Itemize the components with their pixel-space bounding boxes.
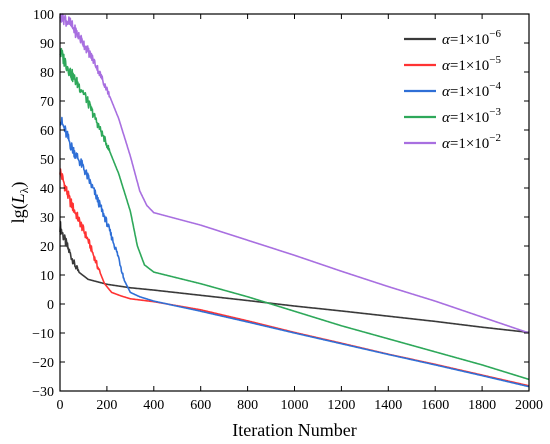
y-axis-title-base: lg( [8, 203, 29, 223]
x-axis-title: Iteration Number [232, 420, 356, 440]
legend-eq: =1×10 [450, 136, 489, 152]
legend-entry: α=1×10−4 [442, 80, 502, 100]
y-tick-label: −30 [32, 385, 54, 400]
x-tick-label: 1000 [281, 398, 309, 413]
series-line [59, 47, 530, 381]
legend-var: α [442, 136, 451, 152]
legend-eq: =1×10 [450, 58, 489, 74]
x-tick-label: 1800 [468, 398, 496, 413]
legend-eq: =1×10 [450, 84, 489, 100]
legend: α=1×10−6α=1×10−5α=1×10−4α=1×10−3α=1×10−2 [404, 28, 502, 152]
x-tick-label: 0 [57, 398, 64, 413]
legend-eq: =1×10 [450, 32, 489, 48]
legend-exp: −3 [489, 106, 501, 118]
x-tick-label: 200 [96, 398, 117, 413]
y-tick-label: 60 [40, 124, 54, 139]
legend-var: α [442, 32, 451, 48]
series-layer [59, 13, 530, 388]
series-line [59, 168, 530, 387]
x-tick-label: 1400 [374, 398, 402, 413]
legend-var: α [442, 84, 451, 100]
y-axis-title-sub: λ [17, 187, 31, 193]
legend-var: α [442, 58, 451, 74]
legend-entry: α=1×10−3 [442, 106, 502, 126]
y-tick-label: 0 [47, 298, 54, 313]
legend-entry: α=1×10−6 [442, 28, 502, 48]
y-axis-title: lg(Lλ) [8, 182, 31, 224]
y-axis-title-var: L [8, 193, 28, 204]
y-tick-label: 80 [40, 66, 54, 81]
legend-exp: −2 [489, 132, 501, 144]
legend-exp: −5 [489, 54, 501, 66]
y-tick-label: 20 [40, 240, 54, 255]
x-tick-label: 1200 [327, 398, 355, 413]
y-tick-label: 100 [33, 8, 54, 23]
y-axis-title-close: ) [8, 182, 29, 188]
x-tick-label: 600 [190, 398, 211, 413]
series-line [59, 116, 530, 388]
legend-var: α [442, 110, 451, 126]
legend-exp: −6 [489, 28, 501, 40]
legend-eq: =1×10 [450, 110, 489, 126]
ticks-layer: 0 200 400 600 800 1000 1200 1400 1600 1800 2000−30… [32, 8, 543, 413]
y-tick-label: 40 [40, 182, 54, 197]
legend-entry: α=1×10−2 [442, 132, 501, 152]
x-tick-label: 2000 [515, 398, 543, 413]
series-line [59, 13, 530, 334]
legend-entry: α=1×10−5 [442, 54, 502, 74]
legend-exp: −4 [489, 80, 501, 92]
y-tick-label: 70 [40, 95, 54, 110]
x-tick-label: 400 [143, 398, 164, 413]
y-tick-label: 90 [40, 37, 54, 52]
y-tick-label: 30 [40, 211, 54, 226]
y-tick-label: 10 [40, 269, 54, 284]
y-tick-label: 50 [40, 153, 54, 168]
y-tick-label: −20 [32, 356, 54, 371]
y-tick-label: −10 [32, 327, 54, 342]
x-tick-label: 800 [237, 398, 258, 413]
series-line [59, 221, 530, 334]
x-tick-label: 1600 [421, 398, 449, 413]
